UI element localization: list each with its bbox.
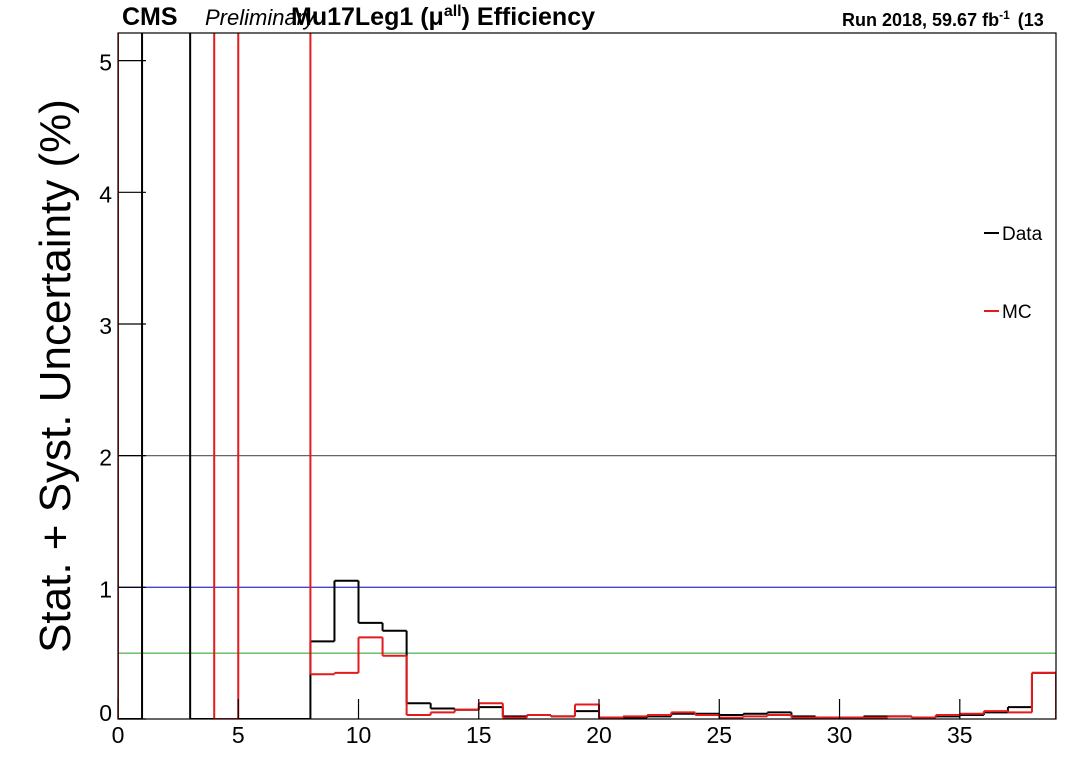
title-part: all (444, 3, 462, 20)
title-part: ) Efficiency (462, 3, 595, 31)
x-tick-label: 30 (827, 722, 853, 748)
lumi-part: -1 (999, 8, 1010, 22)
chart-title: Mu17Leg1 (μall) Efficiency (291, 3, 595, 31)
y-tick-label: 2 (99, 445, 112, 471)
x-tick-label: 5 (232, 722, 245, 748)
y-tick-label: 4 (99, 181, 112, 207)
y-tick-label: 1 (99, 576, 112, 602)
x-tick-label: 20 (586, 722, 612, 748)
legend-label: MC (1002, 302, 1032, 323)
status: Preliminary (205, 5, 317, 30)
frame (117, 32, 1057, 720)
x-tick-label: 25 (706, 722, 732, 748)
x-tick-label: 10 (346, 722, 372, 748)
experiment: CMS (122, 3, 178, 31)
legend-label: Data (1002, 224, 1043, 245)
lumi: Run 2018, 59.67 fb-1 (13 (842, 8, 1044, 30)
x-tick-label: 35 (947, 722, 973, 748)
y-tick-label: 0 (99, 700, 112, 726)
x-tick-label: 0 (112, 722, 125, 748)
lumi-part: Run 2018, 59.67 fb (842, 10, 999, 30)
y-tick-label: 3 (99, 313, 112, 339)
x-tick-label: 15 (466, 722, 492, 748)
plot-area (118, 33, 1056, 719)
y-tick-label: 5 (99, 50, 112, 76)
title-part: Mu17Leg1 (μ (291, 3, 444, 31)
lumi-part: (13 (1018, 10, 1044, 30)
y-axis-label: Stat. + Syst. Uncertainty (%) (31, 99, 80, 653)
